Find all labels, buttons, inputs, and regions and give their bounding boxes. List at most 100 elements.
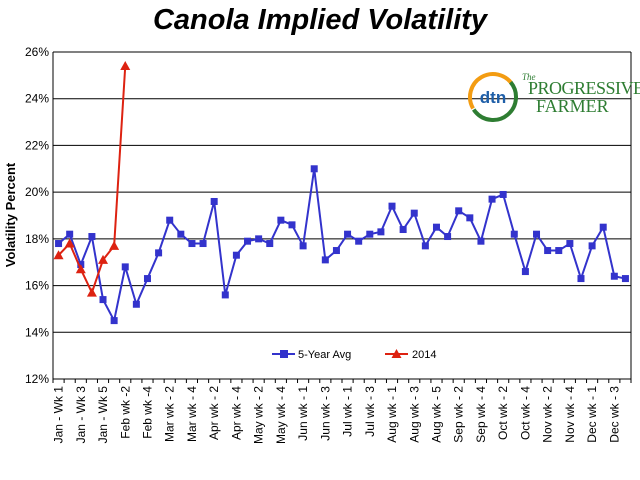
point-5-year-avg (410, 209, 418, 217)
point-5-year-avg (588, 242, 596, 250)
point-5-year-avg (533, 230, 541, 238)
y-tick-label: 20% (25, 185, 49, 199)
y-tick-label: 16% (25, 279, 49, 293)
point-2014 (120, 61, 131, 71)
point-5-year-avg (221, 291, 229, 299)
x-tick-label: Feb wk -4 (140, 386, 154, 439)
point-5-year-avg (55, 240, 63, 248)
point-5-year-avg (132, 300, 140, 308)
point-5-year-avg (599, 223, 607, 231)
point-5-year-avg (477, 237, 485, 245)
x-tick-label: Feb wk -2 (118, 386, 132, 439)
point-5-year-avg (232, 251, 240, 259)
point-5-year-avg (455, 207, 463, 215)
point-5-year-avg (255, 235, 263, 243)
point-5-year-avg (355, 237, 363, 245)
point-5-year-avg (155, 249, 163, 257)
point-5-year-avg (466, 214, 474, 222)
x-tick-label: Jul wk - 1 (341, 386, 355, 437)
point-5-year-avg (344, 230, 352, 238)
legend-marker-5-year (280, 350, 288, 358)
x-tick-label: Apr wk - 4 (229, 386, 243, 440)
x-tick-label: Sep wk - 2 (452, 386, 466, 443)
dtn-logo-text: dtn (480, 88, 506, 107)
x-tick-label: May wk - 2 (252, 386, 266, 444)
x-tick-label: Oct wk - 4 (518, 386, 532, 440)
point-5-year-avg (610, 272, 618, 280)
dtn-logo-icon: dtn (468, 72, 518, 122)
point-5-year-avg (310, 165, 318, 173)
logo-farmer-text: FARMER (536, 96, 609, 116)
x-tick-label: May wk - 4 (274, 386, 288, 444)
series-5-year-avg (55, 165, 629, 325)
series-line-5-year-avg (57, 168, 626, 324)
x-tick-label: Aug wk - 1 (385, 386, 399, 443)
x-tick-label: Jun wk - 3 (318, 386, 332, 441)
x-tick-label: Jan - Wk 5 (96, 386, 110, 444)
x-tick-label: Mar wk - 2 (163, 386, 177, 442)
legend: 5-Year Avg 2014 (272, 349, 436, 361)
legend-label-5-year: 5-Year Avg (298, 349, 351, 361)
point-5-year-avg (110, 317, 118, 325)
point-5-year-avg (299, 242, 307, 250)
y-tick-label: 22% (25, 138, 49, 152)
point-5-year-avg (621, 275, 629, 283)
logo-the-text: The (522, 72, 536, 82)
x-tick-label: Mar wk - 4 (185, 386, 199, 442)
point-5-year-avg (577, 275, 585, 283)
point-5-year-avg (399, 226, 407, 234)
x-tick-label: Dec wk - 1 (585, 386, 599, 443)
point-5-year-avg (277, 216, 285, 224)
x-tick-label: Aug wk - 3 (407, 386, 421, 443)
y-tick-label: 18% (25, 232, 49, 246)
point-5-year-avg (566, 240, 574, 248)
y-tick-label: 24% (25, 92, 49, 106)
x-tick-label: Nov wk - 2 (541, 386, 555, 443)
point-5-year-avg (210, 197, 218, 205)
point-5-year-avg (244, 237, 252, 245)
point-5-year-avg (188, 240, 196, 248)
x-tick-label: Jan - Wk 3 (74, 386, 88, 444)
point-5-year-avg (444, 233, 452, 241)
point-5-year-avg (121, 263, 129, 271)
x-tick-label: Sep wk - 4 (474, 386, 488, 443)
gridlines (52, 51, 632, 383)
point-5-year-avg (432, 223, 440, 231)
point-5-year-avg (544, 247, 552, 255)
x-tick-label: Jan - Wk 1 (52, 386, 66, 444)
point-5-year-avg (321, 256, 329, 264)
chart-title: Canola Implied Volatility (152, 4, 488, 36)
point-5-year-avg (88, 233, 96, 241)
point-2014 (109, 240, 120, 250)
point-5-year-avg (99, 296, 107, 304)
point-5-year-avg (199, 240, 207, 248)
x-tick-label: Jul wk - 3 (363, 386, 377, 437)
y-tick-label: 12% (25, 372, 49, 386)
logo-progressive-text: PROGRESSIVE (528, 78, 640, 98)
point-5-year-avg (421, 242, 429, 250)
point-5-year-avg (166, 216, 174, 224)
x-tick-label: Nov wk - 4 (563, 386, 577, 443)
legend-marker-2014 (391, 349, 402, 358)
series-2014 (53, 61, 131, 297)
point-5-year-avg (288, 221, 296, 229)
progressive-farmer-logo: dtn The PROGRESSIVE FARMER (466, 70, 640, 126)
y-tick-label: 14% (25, 325, 49, 339)
point-5-year-avg (499, 190, 507, 198)
point-5-year-avg (488, 195, 496, 203)
point-5-year-avg (66, 230, 74, 238)
point-2014 (53, 250, 64, 260)
point-5-year-avg (510, 230, 518, 238)
point-2014 (75, 264, 86, 274)
x-tick-labels: Jan - Wk 1 Jan - Wk 3 Jan - Wk 5 Feb wk -2 F… (52, 386, 622, 444)
series-line-2014 (57, 65, 127, 296)
x-tick-label: Oct wk - 2 (496, 386, 510, 440)
point-5-year-avg (177, 230, 185, 238)
point-5-year-avg (143, 275, 151, 283)
y-tick-label: 26% (25, 45, 49, 59)
point-5-year-avg (332, 247, 340, 255)
x-tick-label: Dec wk - 3 (607, 386, 621, 443)
legend-label-2014: 2014 (412, 349, 436, 361)
y-axis-label: Volatility Percent (3, 162, 18, 267)
